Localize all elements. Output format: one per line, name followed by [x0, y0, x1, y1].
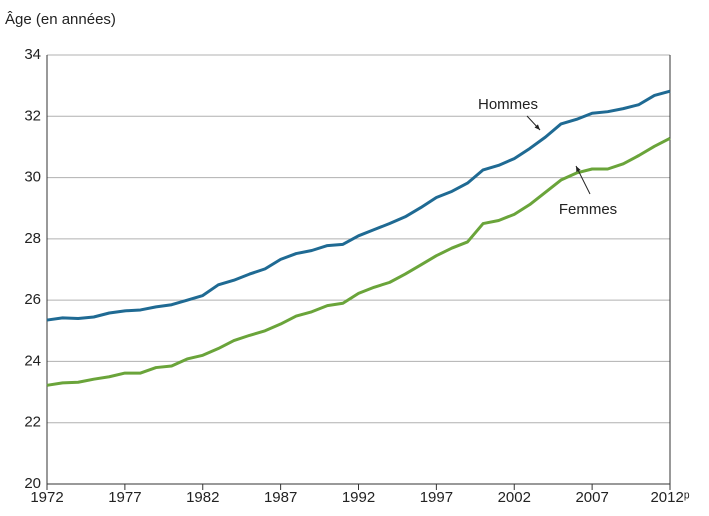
- x-tick-label: 1987: [264, 489, 297, 506]
- y-tick-label: 22: [24, 414, 41, 431]
- x-tick-label: 1972: [30, 489, 63, 506]
- y-tick-label: 34: [24, 46, 41, 63]
- y-tick-label: 28: [24, 230, 41, 247]
- x-tick-label: 1997: [420, 489, 453, 506]
- x-tick-label: 2012ᵖ: [650, 489, 689, 506]
- y-tick-label: 30: [24, 169, 41, 186]
- x-tick-label: 2007: [575, 489, 608, 506]
- x-tick-label: 1977: [108, 489, 141, 506]
- line: [46, 137, 671, 387]
- legend-label: Femmes: [559, 201, 617, 218]
- arrow-head: [576, 166, 581, 172]
- y-tick-label: 24: [24, 352, 41, 369]
- x-tick-label: 1992: [342, 489, 375, 506]
- line: [46, 89, 671, 322]
- y-tick-label: 26: [24, 291, 41, 308]
- y-axis-label: Âge (en années): [5, 11, 116, 28]
- x-tick-label: 2002: [498, 489, 531, 506]
- legend-label: Hommes: [478, 96, 538, 113]
- x-tick-label: 1982: [186, 489, 219, 506]
- y-tick-label: 32: [24, 107, 41, 124]
- y-tick-label: 20: [24, 475, 41, 492]
- arrow-head: [534, 124, 540, 130]
